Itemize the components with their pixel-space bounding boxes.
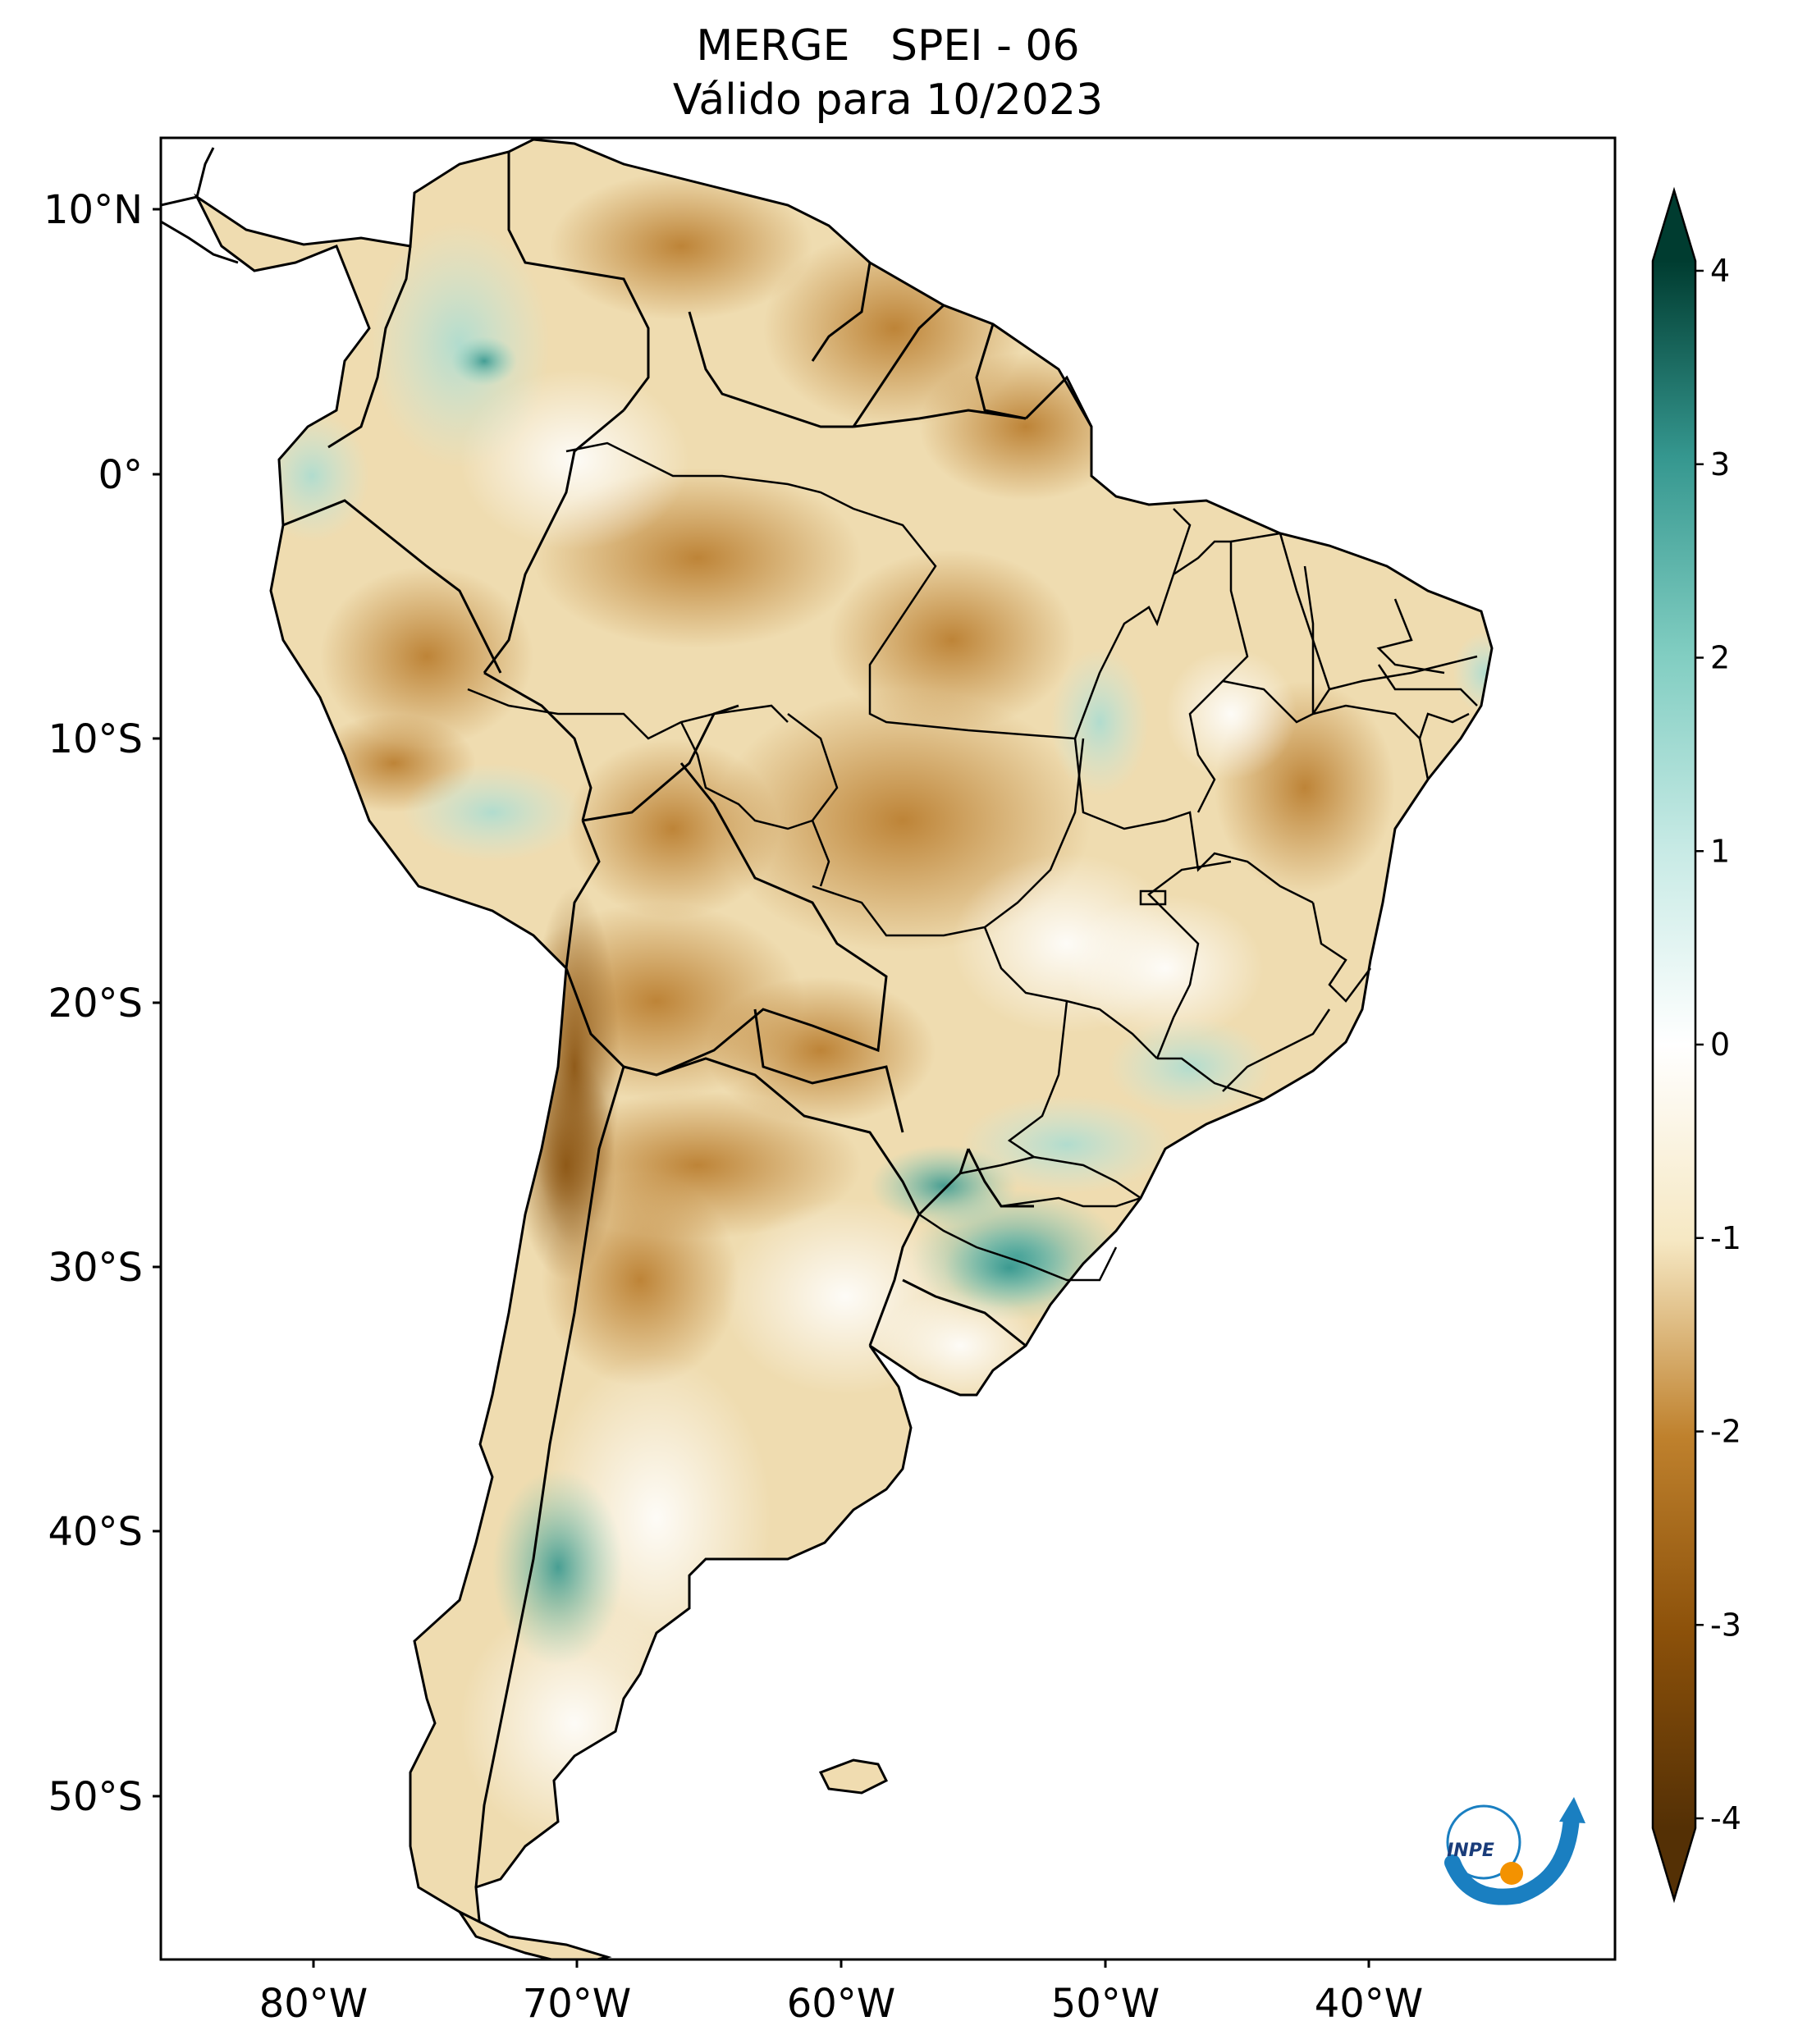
colorbar-tick-label: 1 (1710, 833, 1730, 869)
lat-tick-label: 30°S (48, 1245, 143, 1291)
longitude-axis: 80°W 70°W 60°W 50°W 40°W (259, 1959, 1424, 2027)
lat-tick-label: 40°S (48, 1509, 143, 1555)
colorbar-tick-label: -2 (1710, 1414, 1741, 1450)
tierra-del-fuego (455, 1909, 612, 1959)
falkland-islands (818, 1758, 889, 1795)
map-frame (159, 136, 1617, 1961)
lat-tick-label: 10°S (48, 716, 143, 762)
lon-tick-label: 70°W (523, 1981, 632, 2027)
latitude-axis: 10°N 0° 10°S 20°S 30°S 40°S 50°S (43, 187, 161, 1820)
map-area (161, 138, 1615, 1959)
colorbar-tick-label: -1 (1710, 1220, 1741, 1256)
lat-tick-label: 0° (98, 452, 143, 498)
colorbar-max-arrow (1653, 190, 1695, 261)
colorbar-tick-label: 0 (1710, 1027, 1730, 1063)
colorbar-tick-label: -3 (1710, 1607, 1741, 1643)
inpe-logo-text: INPE (1447, 1841, 1494, 1861)
lat-tick-label: 50°S (48, 1774, 143, 1820)
lat-tick-label: 20°S (48, 981, 143, 1027)
lon-tick-label: 60°W (787, 1981, 896, 2027)
lon-tick-label: 50°W (1051, 1981, 1160, 2027)
state-borders (467, 441, 1478, 1282)
colorbar-tick-label: 2 (1710, 640, 1730, 676)
colorbar-tick-label: -4 (1710, 1800, 1741, 1836)
country-borders (282, 152, 1093, 1888)
colorbar-min-arrow (1653, 1828, 1695, 1900)
map-title: MERGE SPEI - 06 (696, 21, 1080, 71)
colorbar-tick-label: 4 (1710, 253, 1730, 289)
lon-tick-label: 40°W (1315, 1981, 1424, 2027)
inpe-logo: INPE (1444, 1797, 1585, 1905)
colorbar-tick-label: 3 (1710, 446, 1730, 482)
colorbar: 4 3 2 1 0 -1 -2 -3 -4 (1651, 186, 1741, 1904)
colorbar-gradient (1653, 261, 1695, 1828)
map-subtitle: Válido para 10/2023 (672, 75, 1104, 125)
lat-tick-label: 10°N (43, 187, 143, 233)
lon-tick-label: 80°W (259, 1981, 368, 2027)
